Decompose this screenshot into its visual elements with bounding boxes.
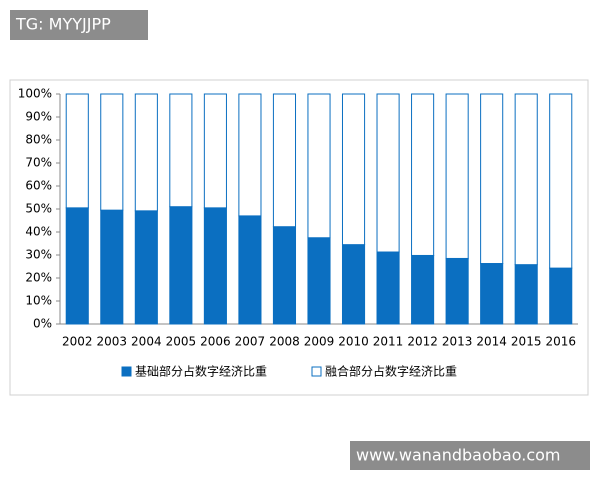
x-tick-label: 2015 (511, 335, 542, 349)
x-tick-label: 2016 (545, 335, 576, 349)
x-tick-label: 2010 (338, 335, 369, 349)
y-tick-label: 50% (25, 202, 52, 216)
bar-segment (376, 93, 400, 253)
bar-segment (238, 215, 262, 325)
x-tick-label: 2004 (131, 335, 162, 349)
y-tick-label: 70% (25, 156, 52, 170)
y-tick-label: 100% (18, 87, 52, 101)
x-tick-label: 2011 (373, 335, 404, 349)
bar-segment (272, 93, 297, 228)
legend-label: 融合部分占数字经济比重 (325, 364, 457, 379)
bar-segment (411, 93, 435, 256)
x-tick-label: 2012 (407, 335, 438, 349)
bar-segment (514, 264, 538, 325)
bar-segment (169, 206, 193, 325)
x-tick-label: 2006 (200, 335, 231, 349)
legend-swatch (311, 366, 322, 377)
x-tick-label: 2009 (304, 335, 335, 349)
bar-segment (307, 93, 331, 239)
y-tick-label: 20% (25, 271, 52, 285)
y-tick-label: 80% (25, 133, 52, 147)
bar-segment (169, 93, 193, 208)
y-tick-label: 40% (25, 225, 52, 239)
bar-segment (549, 267, 573, 325)
bar-segment (376, 251, 400, 325)
y-tick-label: 0% (33, 317, 52, 331)
bar-segment (65, 207, 89, 325)
watermark: www.wanandbaobao.com (356, 446, 560, 465)
bar-segment (134, 93, 158, 212)
x-tick-label: 2005 (166, 335, 197, 349)
y-tick-label: 60% (25, 179, 52, 193)
bar-segment (100, 209, 124, 325)
bar-segment (307, 237, 331, 325)
bar-segment (549, 93, 573, 269)
bar-segment (514, 93, 538, 266)
x-tick-label: 2013 (442, 335, 473, 349)
x-tick-label: 2002 (62, 335, 93, 349)
x-tick-label: 2014 (476, 335, 507, 349)
bar-segment (341, 244, 366, 325)
y-tick-label: 10% (25, 294, 52, 308)
bar-segment (480, 263, 504, 325)
bar-segment (480, 93, 504, 265)
watermark: TG: MYYJJPP (15, 15, 111, 34)
chart-frame (9, 79, 589, 396)
legend-swatch (121, 366, 132, 377)
y-tick-label: 30% (25, 248, 52, 262)
legend-label: 基础部分占数字经济比重 (135, 364, 267, 379)
bar-segment (445, 93, 469, 259)
bar-segment (203, 93, 227, 209)
bar-segment (238, 93, 262, 217)
bar-segment (341, 93, 366, 246)
x-tick-label: 2007 (235, 335, 266, 349)
bar-segment (445, 257, 469, 325)
bar-segment (203, 207, 227, 325)
watermark-box (10, 10, 148, 40)
chart: 0% 10% 20% 30% 40% 50% 60% 70% 80% 90% 100% 2002 200… (18, 87, 578, 379)
bar-segment (65, 93, 89, 209)
x-tick-label: 2003 (97, 335, 128, 349)
bar-segment (100, 93, 124, 211)
bar-segment (272, 226, 297, 325)
x-tick-label: 2008 (269, 335, 300, 349)
watermark-box (350, 441, 590, 470)
bar-segment (134, 210, 158, 325)
bar-segment (411, 254, 435, 325)
y-tick-label: 90% (25, 110, 52, 124)
